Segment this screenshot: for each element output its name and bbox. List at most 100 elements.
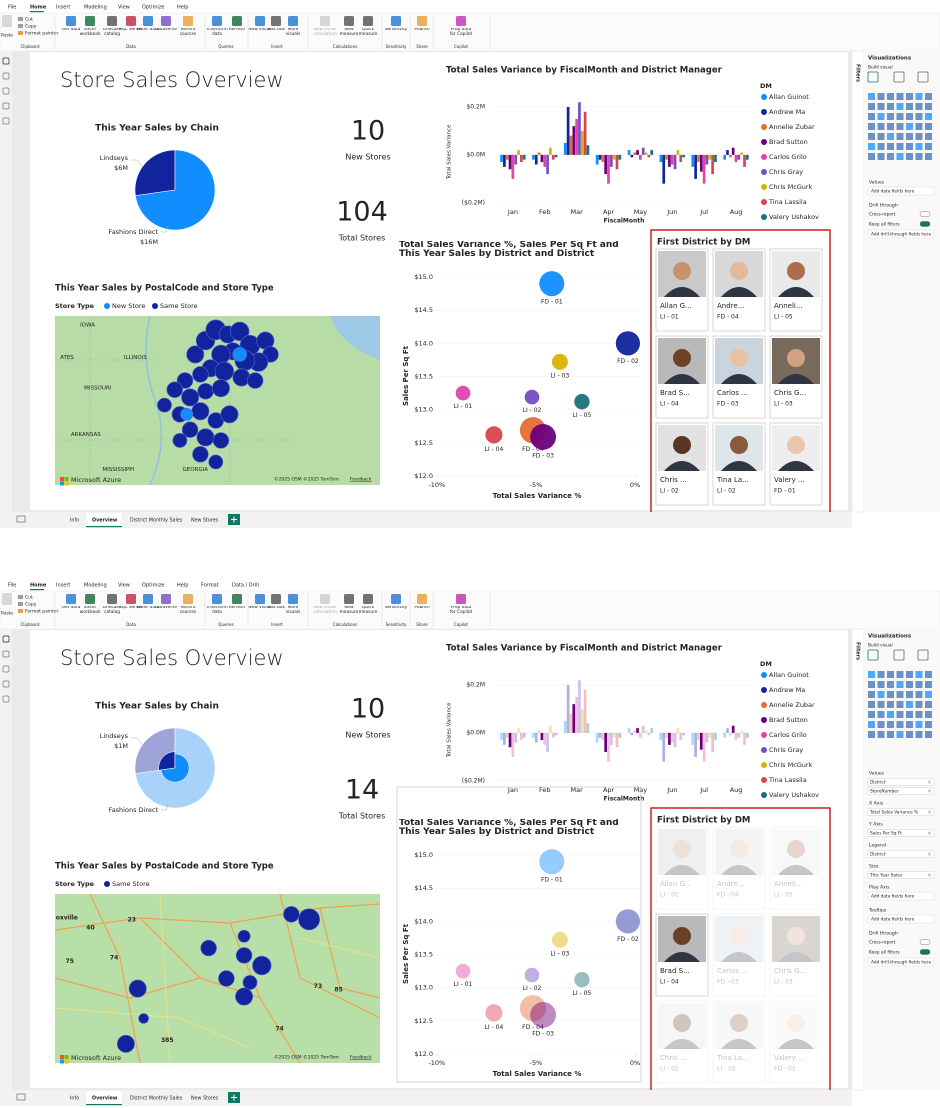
legend-entry[interactable]: Tina Lassila: [768, 198, 807, 206]
ribbon-button[interactable]: Excel workbook: [79, 606, 101, 615]
drop-well[interactable]: [867, 914, 935, 924]
dm-card[interactable]: Allan G... LI - 01: [655, 248, 709, 332]
visual-type-icon[interactable]: [868, 133, 875, 140]
legend-entry[interactable]: Andrew Ma: [769, 686, 805, 694]
ribbon-button[interactable]: Cut: [25, 595, 33, 601]
visual-type-icon[interactable]: [906, 681, 913, 688]
dm-card[interactable]: Anneli... LI - 05: [769, 248, 823, 332]
scatter-point[interactable]: [519, 995, 547, 1022]
visual-type-icon[interactable]: [896, 113, 904, 120]
legend-entry[interactable]: Same Store: [112, 880, 150, 888]
visual-type-icon[interactable]: [877, 721, 885, 728]
menu-item[interactable]: Optimize: [142, 5, 164, 11]
map-bubble[interactable]: [192, 366, 209, 383]
visual-type-icon[interactable]: [915, 721, 923, 728]
menu-item[interactable]: Data / Drill: [232, 583, 259, 589]
visual-type-icon[interactable]: [887, 113, 894, 120]
ribbon-button[interactable]: Refresh: [228, 606, 246, 610]
map-bubble[interactable]: [181, 421, 199, 438]
visual-type-icon[interactable]: [925, 153, 932, 160]
visual-type-icon[interactable]: [868, 113, 875, 120]
page-tab[interactable]: District Monthly Sales: [130, 1096, 183, 1102]
menu-item[interactable]: Format: [201, 583, 219, 589]
map-bubble[interactable]: [180, 407, 194, 421]
visual-type-icon[interactable]: [868, 143, 875, 150]
ribbon-button[interactable]: Enter data: [136, 28, 160, 32]
map-bubble[interactable]: [220, 405, 239, 424]
dm-card[interactable]: Brad S... LI - 04: [655, 335, 709, 419]
scatter-point[interactable]: [539, 271, 565, 297]
ribbon-button[interactable]: Get data: [61, 28, 81, 32]
ribbon-button[interactable]: Get data: [61, 606, 81, 610]
field-pill[interactable]: [867, 808, 935, 816]
visual-type-icon[interactable]: [915, 123, 923, 130]
scatter-point[interactable]: [539, 849, 565, 875]
ribbon-button[interactable]: OneLake catalog: [102, 28, 122, 37]
visual-type-icon[interactable]: [925, 93, 932, 100]
menu-item[interactable]: Modeling: [84, 5, 107, 11]
rail-icon[interactable]: [2, 102, 10, 110]
rail-icon[interactable]: [2, 695, 10, 703]
ribbon-button[interactable]: Copy: [25, 602, 37, 608]
pane-tab-icon[interactable]: [867, 71, 879, 83]
ribbon-button[interactable]: New visual: [248, 28, 272, 32]
scatter-point[interactable]: [551, 931, 568, 948]
map-bubble[interactable]: [235, 947, 253, 964]
visual-type-icon[interactable]: [887, 103, 894, 110]
visual-type-icon[interactable]: [877, 143, 885, 150]
visual-type-icon[interactable]: [925, 133, 932, 140]
ribbon-button[interactable]: Recent sources: [179, 28, 197, 37]
visual-type-icon[interactable]: [915, 701, 923, 708]
dm-card[interactable]: Carlos ... FD - 03: [712, 335, 766, 419]
ribbon-button[interactable]: More visuals: [285, 28, 301, 37]
visual-type-icon[interactable]: [896, 691, 904, 698]
ribbon-button[interactable]: New measure: [339, 28, 359, 37]
visual-type-icon[interactable]: [868, 701, 875, 708]
visual-type-icon[interactable]: [877, 123, 885, 130]
visual-type-icon[interactable]: [906, 701, 913, 708]
legend-entry[interactable]: Carlos Grilo: [769, 731, 807, 739]
scatter-point[interactable]: [485, 426, 503, 444]
dm-card[interactable]: Tina La... LI - 02: [712, 1000, 766, 1084]
dm-card[interactable]: Chris G... LI - 03: [769, 335, 823, 419]
map-bubble[interactable]: [211, 379, 230, 398]
ribbon-button[interactable]: OneLake catalog: [102, 606, 122, 615]
toggle[interactable]: [919, 211, 931, 217]
visual-type-icon[interactable]: [877, 113, 885, 120]
visual-type-icon[interactable]: [896, 153, 904, 160]
visual-type-icon[interactable]: [868, 153, 875, 160]
visual-type-icon[interactable]: [915, 691, 923, 698]
legend-entry[interactable]: Carlos Grilo: [769, 153, 807, 161]
field-pill[interactable]: [867, 871, 935, 879]
dm-card[interactable]: Brad S... LI - 04: [655, 913, 709, 997]
visual-type-icon[interactable]: [896, 123, 904, 130]
map-bubble[interactable]: [116, 1034, 135, 1053]
visual-type-icon[interactable]: [887, 133, 894, 140]
dm-card[interactable]: Chris G... LI - 03: [769, 913, 823, 997]
visual-type-icon[interactable]: [915, 671, 923, 678]
ribbon-button[interactable]: Sensitivity: [384, 28, 408, 32]
visual-type-icon[interactable]: [896, 721, 904, 728]
map-bubble[interactable]: [246, 372, 264, 389]
visual-type-icon[interactable]: [915, 143, 923, 150]
visual-type-icon[interactable]: [868, 93, 875, 100]
dm-card[interactable]: Andre... FD - 04: [712, 248, 766, 332]
visual-type-icon[interactable]: [896, 681, 904, 688]
visual-type-icon[interactable]: [925, 731, 932, 738]
pane-tab-icon[interactable]: [917, 649, 929, 661]
visual-type-icon[interactable]: [925, 681, 932, 688]
field-pill[interactable]: [867, 778, 935, 786]
visual-type-icon[interactable]: [887, 143, 894, 150]
rail-icon[interactable]: [2, 680, 10, 688]
map-bubble[interactable]: [242, 975, 258, 990]
dm-card[interactable]: Carlos ... FD - 03: [712, 913, 766, 997]
ribbon-button[interactable]: Paste: [1, 33, 13, 39]
map-feedback[interactable]: Feedback: [350, 1055, 372, 1061]
ribbon-button[interactable]: Excel workbook: [79, 28, 101, 37]
scatter-point[interactable]: [574, 394, 590, 410]
ribbon-button[interactable]: Transform data: [206, 28, 228, 37]
ribbon-button[interactable]: New visual calculation: [313, 606, 337, 615]
visual-type-icon[interactable]: [896, 143, 904, 150]
visual-type-icon[interactable]: [915, 113, 923, 120]
visual-type-icon[interactable]: [925, 671, 932, 678]
